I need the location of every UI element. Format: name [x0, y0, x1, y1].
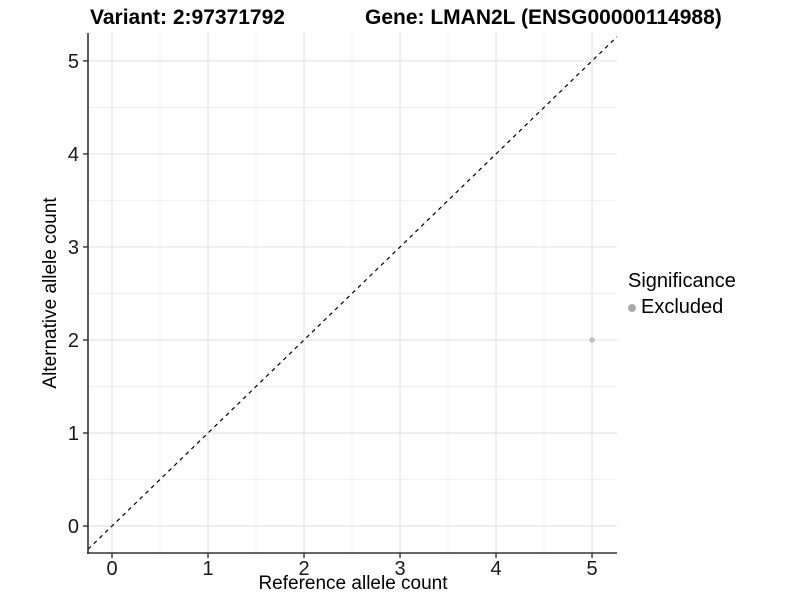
- y-tick-label: 4: [68, 144, 79, 166]
- y-tick-label: 5: [68, 51, 79, 73]
- x-tick-label: 0: [106, 558, 117, 580]
- plot-title-gene: Gene: LMAN2L (ENSG00000114988): [365, 6, 722, 29]
- plot-title-variant: Variant: 2:97371792: [90, 6, 285, 29]
- excluded-point-icon: [628, 303, 636, 312]
- identity-line: [87, 36, 618, 550]
- y-tick-label: 2: [68, 330, 79, 352]
- x-tick-label: 2: [298, 558, 309, 580]
- x-tick-label: 3: [394, 558, 405, 580]
- legend-item-label: Excluded: [641, 296, 724, 318]
- y-axis-title: Alternative allele count: [40, 197, 61, 389]
- y-tick-label: 0: [68, 516, 79, 538]
- y-tick-label: 1: [68, 423, 79, 445]
- legend-item-excluded: Excluded: [628, 296, 736, 319]
- y-tick-label: 3: [68, 237, 79, 259]
- legend-title: Significance: [628, 270, 736, 292]
- x-tick-label: 4: [490, 558, 501, 580]
- data-point: [589, 337, 595, 343]
- x-tick-label: 1: [202, 558, 213, 580]
- x-axis-title: Reference allele count: [258, 573, 448, 594]
- legend: Significance Excluded: [628, 270, 736, 319]
- x-tick-label: 5: [586, 558, 597, 580]
